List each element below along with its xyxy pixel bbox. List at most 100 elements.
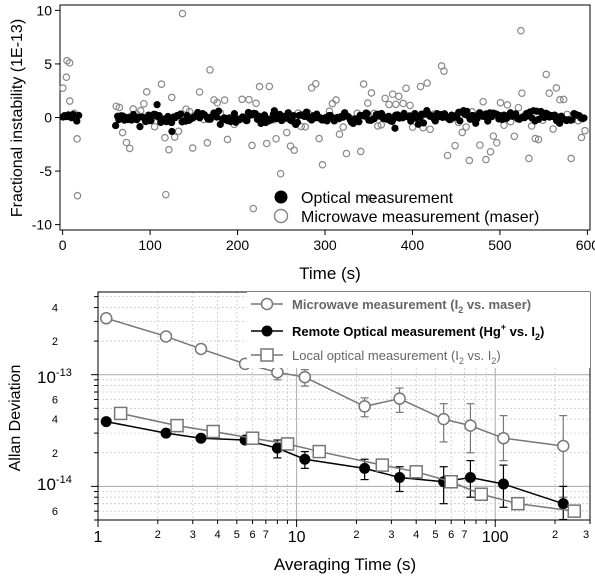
optical-point xyxy=(270,107,278,115)
time-series-panel: 0 100 200 300 400 500 600 -10 -5 0 5 10 Optical mea… xyxy=(9,2,595,283)
microwave-point xyxy=(315,134,323,143)
microwave-point xyxy=(458,128,467,137)
microwave-point xyxy=(367,194,376,202)
microwave-point xyxy=(462,123,470,131)
x-minor-tick-label: 4 xyxy=(413,529,419,541)
microwave-point xyxy=(443,151,452,160)
allan-point-local-optical xyxy=(245,431,260,445)
time-series-y-axis-label: Fractional instability (1E-13) xyxy=(9,19,26,217)
microwave-point xyxy=(283,128,291,137)
x-minor-tick-label: 2 xyxy=(353,529,359,541)
y-major-tick-label-1e-14: 10-14 xyxy=(37,474,72,494)
legend-marker-optical xyxy=(274,190,288,204)
y-minor-tick-label: 4 xyxy=(52,302,58,314)
microwave-point xyxy=(161,133,169,142)
legend-marker-remote-optical xyxy=(261,325,273,337)
microwave-point xyxy=(213,98,222,107)
allan-point-remote-optical xyxy=(394,472,406,484)
allan-point-microwave xyxy=(194,342,208,356)
microwave-point xyxy=(157,80,166,88)
legend-marker-microwave-allan xyxy=(260,297,274,311)
microwave-point xyxy=(581,126,589,135)
allan-point-microwave xyxy=(464,419,477,432)
microwave-point xyxy=(363,99,372,107)
optical-point xyxy=(230,110,239,118)
allan-point-local-optical xyxy=(474,487,488,502)
microwave-point xyxy=(567,154,575,163)
optical-point xyxy=(580,114,588,122)
microwave-point xyxy=(482,155,490,164)
microwave-point xyxy=(142,88,151,96)
optical-point xyxy=(75,111,83,119)
microwave-point xyxy=(388,90,397,99)
allan-y-axis-label: Allan Deviation xyxy=(7,365,24,472)
allan-point-local-optical xyxy=(113,406,128,421)
allan-series-line-1 xyxy=(106,420,564,505)
optical-point xyxy=(391,124,399,132)
microwave-point xyxy=(465,156,474,165)
optical-point xyxy=(463,107,471,115)
y-tick-label: 10 xyxy=(36,2,52,18)
microwave-point xyxy=(307,84,316,92)
microwave-point xyxy=(125,144,134,153)
microwave-point xyxy=(367,89,376,97)
x-tick-label: 300 xyxy=(313,237,337,253)
optical-point xyxy=(73,117,81,125)
optical-point xyxy=(568,116,576,124)
allan-point-remote-optical xyxy=(359,462,371,474)
allan-point-microwave xyxy=(271,366,284,379)
microwave-point xyxy=(493,138,501,147)
microwave-point xyxy=(392,100,400,109)
time-series-legend: Optical measurement Microwave measuremen… xyxy=(273,190,539,226)
microwave-point xyxy=(339,123,347,131)
legend-label-remote-optical: Remote Optical measurement (Hg+ vs. I2) xyxy=(292,322,544,342)
allan-point-remote-optical xyxy=(100,416,112,428)
microwave-point xyxy=(249,204,258,213)
microwave-point xyxy=(223,135,232,144)
allan-x-axis-label: Averaging Time (s) xyxy=(274,555,416,574)
microwave-point xyxy=(518,89,526,97)
microwave-point xyxy=(238,95,246,104)
microwave-point xyxy=(476,141,484,149)
x-minor-tick-label: 7 xyxy=(263,529,269,541)
optical-point xyxy=(363,109,371,118)
optical-point xyxy=(293,118,302,126)
x-minor-tick-label: 4 xyxy=(215,529,221,541)
microwave-point xyxy=(286,142,295,150)
microwave-point xyxy=(203,139,212,147)
x-tick-label: 600 xyxy=(576,237,595,253)
x-minor-tick-label: 2 xyxy=(552,529,558,541)
x-minor-tick-label: 3 xyxy=(388,529,394,541)
microwave-point xyxy=(248,141,256,150)
allan-point-local-optical xyxy=(206,424,220,439)
microwave-point xyxy=(206,66,214,74)
optical-scatter-series xyxy=(59,101,588,136)
optical-point xyxy=(112,121,120,130)
microwave-point xyxy=(399,99,407,108)
microwave-point xyxy=(503,101,512,109)
microwave-point xyxy=(385,100,393,109)
allan-point-microwave xyxy=(556,439,570,453)
allan-point-microwave xyxy=(99,312,113,325)
allan-point-remote-optical xyxy=(299,453,311,465)
legend-marker-local-optical xyxy=(260,348,274,362)
microwave-point xyxy=(489,132,498,140)
y-tick-label: 0 xyxy=(44,110,52,126)
y-tick-label: -10 xyxy=(32,217,52,233)
allan-point-local-optical xyxy=(567,504,582,518)
microwave-point xyxy=(549,125,557,133)
allan-point-microwave xyxy=(298,370,312,384)
microwave-point xyxy=(122,138,131,147)
allan-point-microwave xyxy=(393,392,406,405)
microwave-point xyxy=(356,147,365,156)
allan-point-microwave xyxy=(497,431,510,445)
microwave-point xyxy=(527,122,536,130)
optical-point xyxy=(456,117,464,125)
microwave-point xyxy=(65,97,74,105)
allan-legend-background xyxy=(247,292,590,368)
x-tick-label: 500 xyxy=(488,237,512,253)
microwave-point xyxy=(545,89,554,98)
microwave-point xyxy=(290,146,298,154)
optical-point xyxy=(419,119,428,127)
legend-label-local-optical: Local optical measurement (I2 vs. I2) xyxy=(292,348,501,366)
